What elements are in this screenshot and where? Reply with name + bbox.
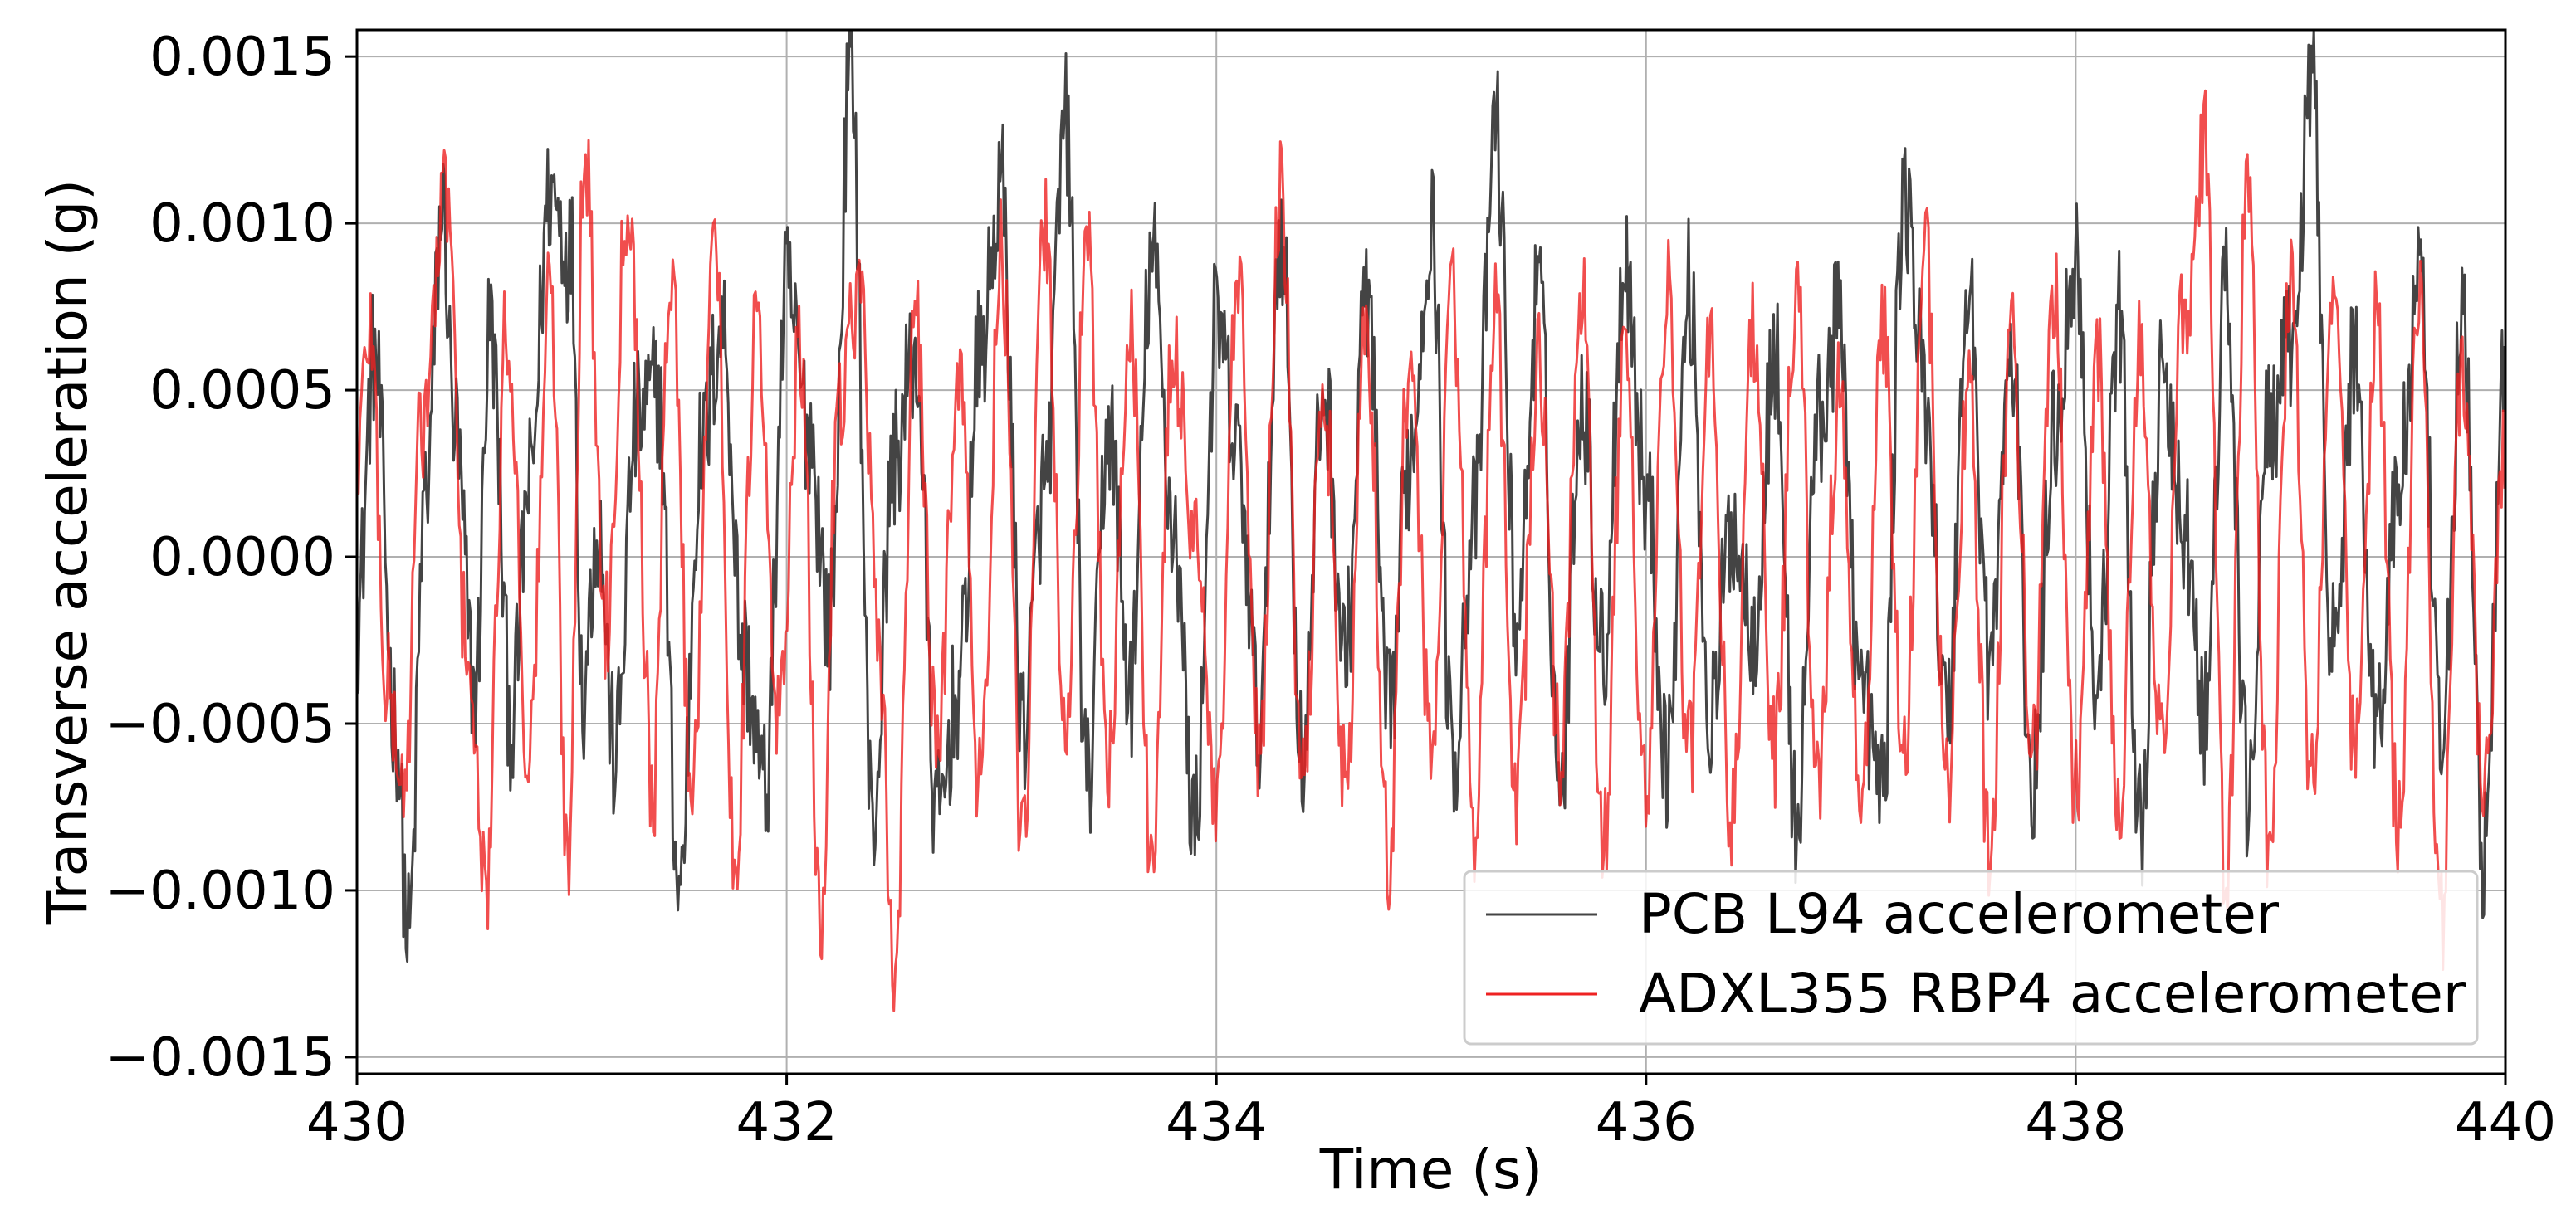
legend-label-adxl: ADXL355 RBP4 accelerometer [1639, 962, 2466, 1026]
y-tick-label: 0.0005 [149, 360, 335, 422]
x-tick-label: 436 [1596, 1092, 1697, 1153]
y-axis-label: Transverse acceleration (g) [36, 179, 100, 925]
x-tick-label: 430 [306, 1092, 408, 1153]
grid-lines [356, 30, 2506, 1074]
legend-box [1463, 870, 2479, 1046]
legend: PCB L94 accelerometer ADXL355 RBP4 accel… [1463, 870, 2479, 1046]
x-tick-label: 440 [2455, 1092, 2556, 1153]
plot-area-frame [355, 28, 2507, 1075]
y-tick-label: −0.0010 [105, 861, 335, 922]
x-axis-label: Time (s) [1319, 1138, 1542, 1202]
y-tick-label: −0.0005 [105, 694, 335, 755]
series-line-adxl [355, 89, 2506, 1012]
y-tick-label: 0.0000 [149, 527, 335, 588]
series-line-pcb [355, 28, 2506, 963]
axis-ticks: 430 432 434 436 438 440 −0.0015 −0.0010 −0.0005 0… [105, 27, 2556, 1153]
y-tick-label: 0.0015 [149, 27, 335, 88]
legend-label-pcb: PCB L94 accelerometer [1639, 882, 2280, 946]
x-tick-label: 438 [2025, 1092, 2126, 1153]
y-tick-label: 0.0010 [149, 193, 335, 255]
y-tick-label: −0.0015 [105, 1027, 335, 1089]
x-tick-label: 432 [736, 1092, 838, 1153]
series-layer [355, 28, 2506, 1012]
x-tick-label: 434 [1166, 1092, 1267, 1153]
